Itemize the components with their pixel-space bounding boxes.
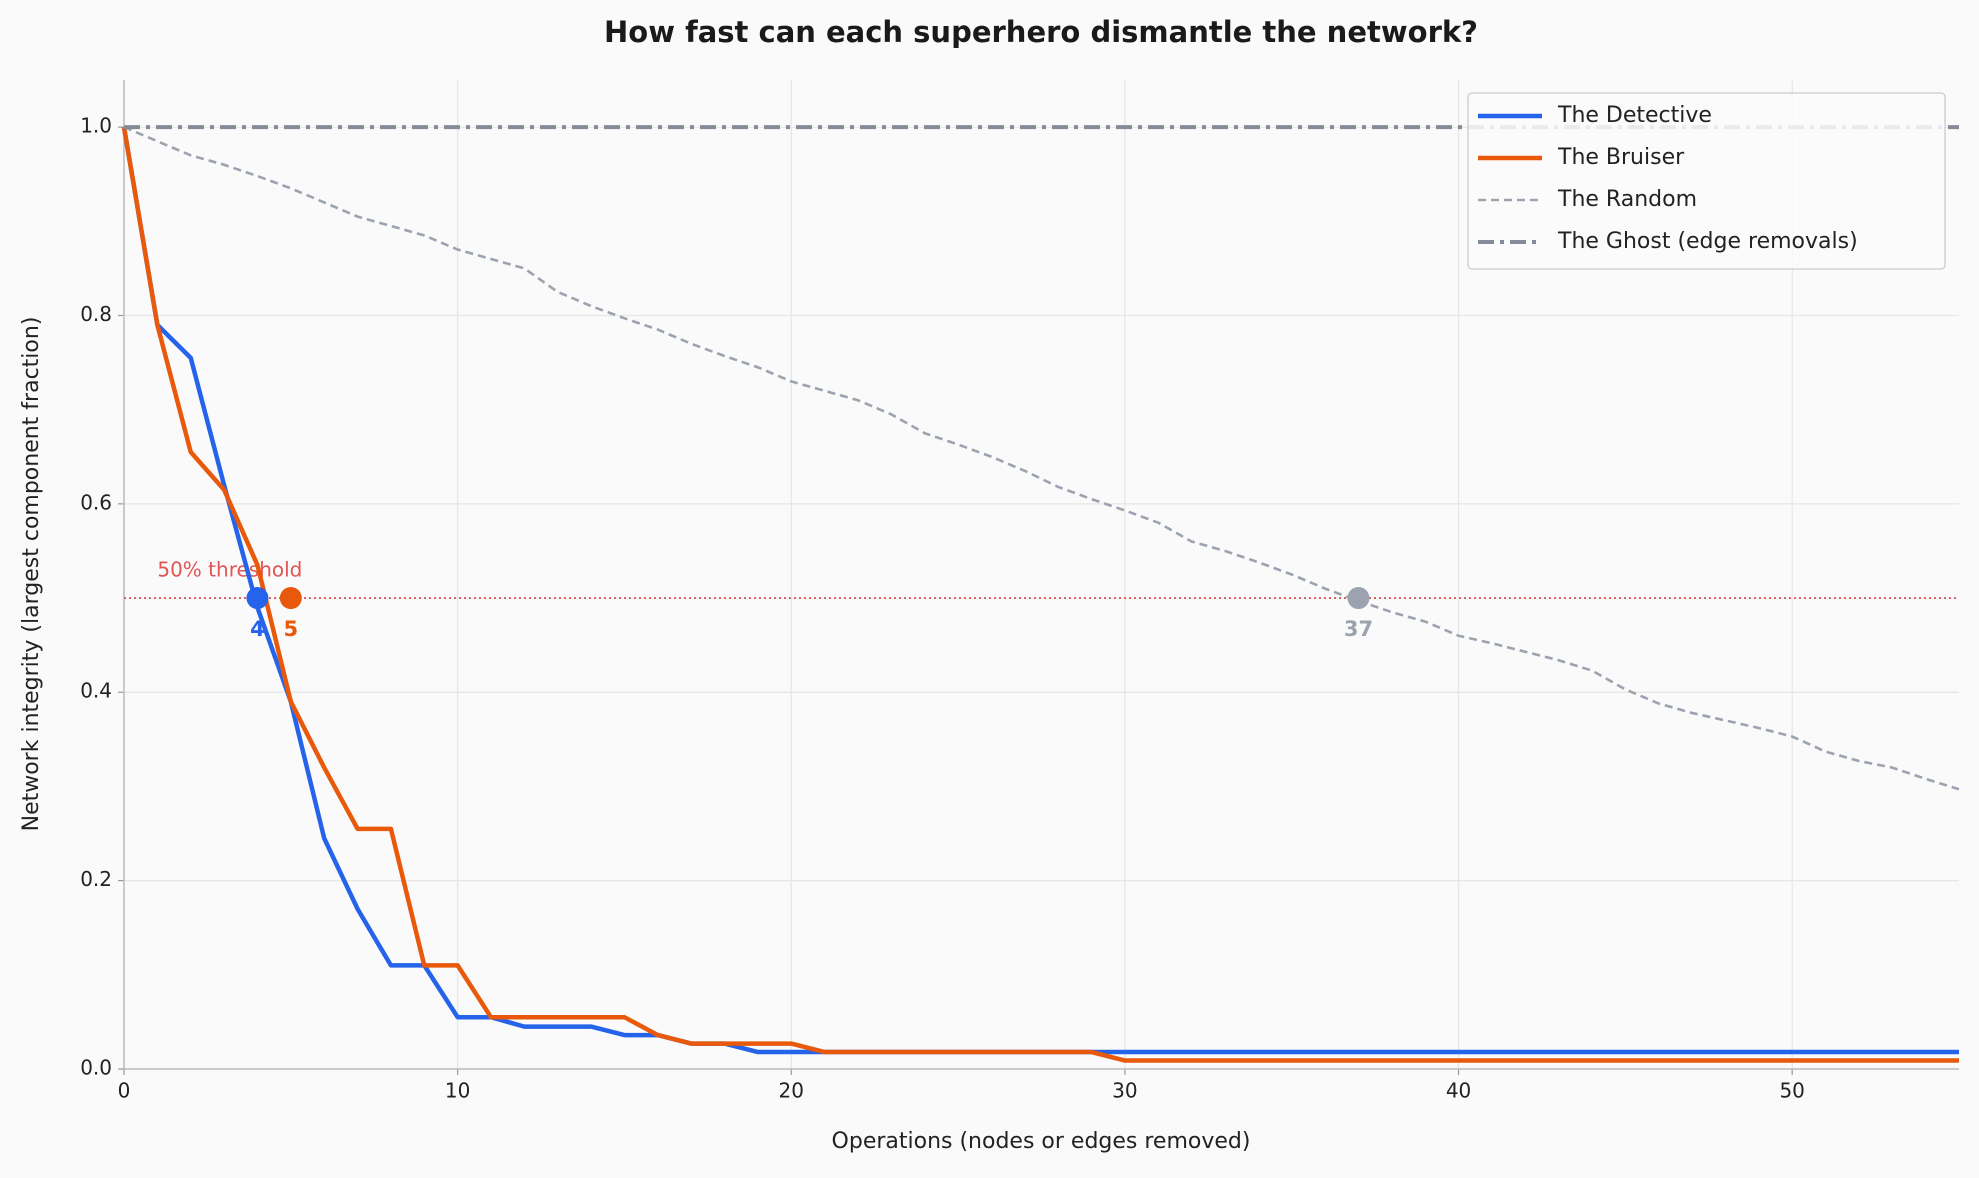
y-tick-label: 0.6 xyxy=(80,490,112,514)
x-tick-label: 10 xyxy=(445,1079,470,1103)
legend-box xyxy=(1467,92,1946,270)
x-tick-label: 40 xyxy=(1446,1079,1471,1103)
threshold-marker xyxy=(279,587,302,610)
y-tick-label: 0.2 xyxy=(80,867,112,891)
x-tick-label: 0 xyxy=(118,1079,131,1103)
legend-label: The Detective xyxy=(1557,103,1712,128)
marker-label: 4 xyxy=(250,617,265,641)
x-axis-label: Operations (nodes or edges removed) xyxy=(832,1129,1251,1154)
legend-label: The Random xyxy=(1557,187,1697,212)
series-line xyxy=(123,125,1960,791)
legend-label: The Ghost (edge removals) xyxy=(1557,229,1858,254)
x-tick-label: 20 xyxy=(779,1079,804,1103)
marker-label: 37 xyxy=(1344,617,1373,641)
y-tick-label: 0.4 xyxy=(80,679,112,703)
chart-title: How fast can each superhero dismantle th… xyxy=(604,15,1478,49)
threshold-marker xyxy=(246,587,269,610)
y-tick-label: 1.0 xyxy=(80,114,112,138)
threshold-marker xyxy=(1347,587,1370,610)
y-tick-label: 0.8 xyxy=(80,302,112,326)
legend-label: The Bruiser xyxy=(1557,145,1685,170)
threshold-label: 50% threshold xyxy=(157,558,302,582)
series-line xyxy=(121,126,1959,1063)
y-axis-label: Network integrity (largest component fra… xyxy=(19,317,44,832)
x-tick-label: 50 xyxy=(1779,1079,1804,1103)
marker-label: 5 xyxy=(284,617,299,641)
x-tick-label: 30 xyxy=(1112,1079,1137,1103)
y-tick-label: 0.0 xyxy=(80,1056,112,1080)
